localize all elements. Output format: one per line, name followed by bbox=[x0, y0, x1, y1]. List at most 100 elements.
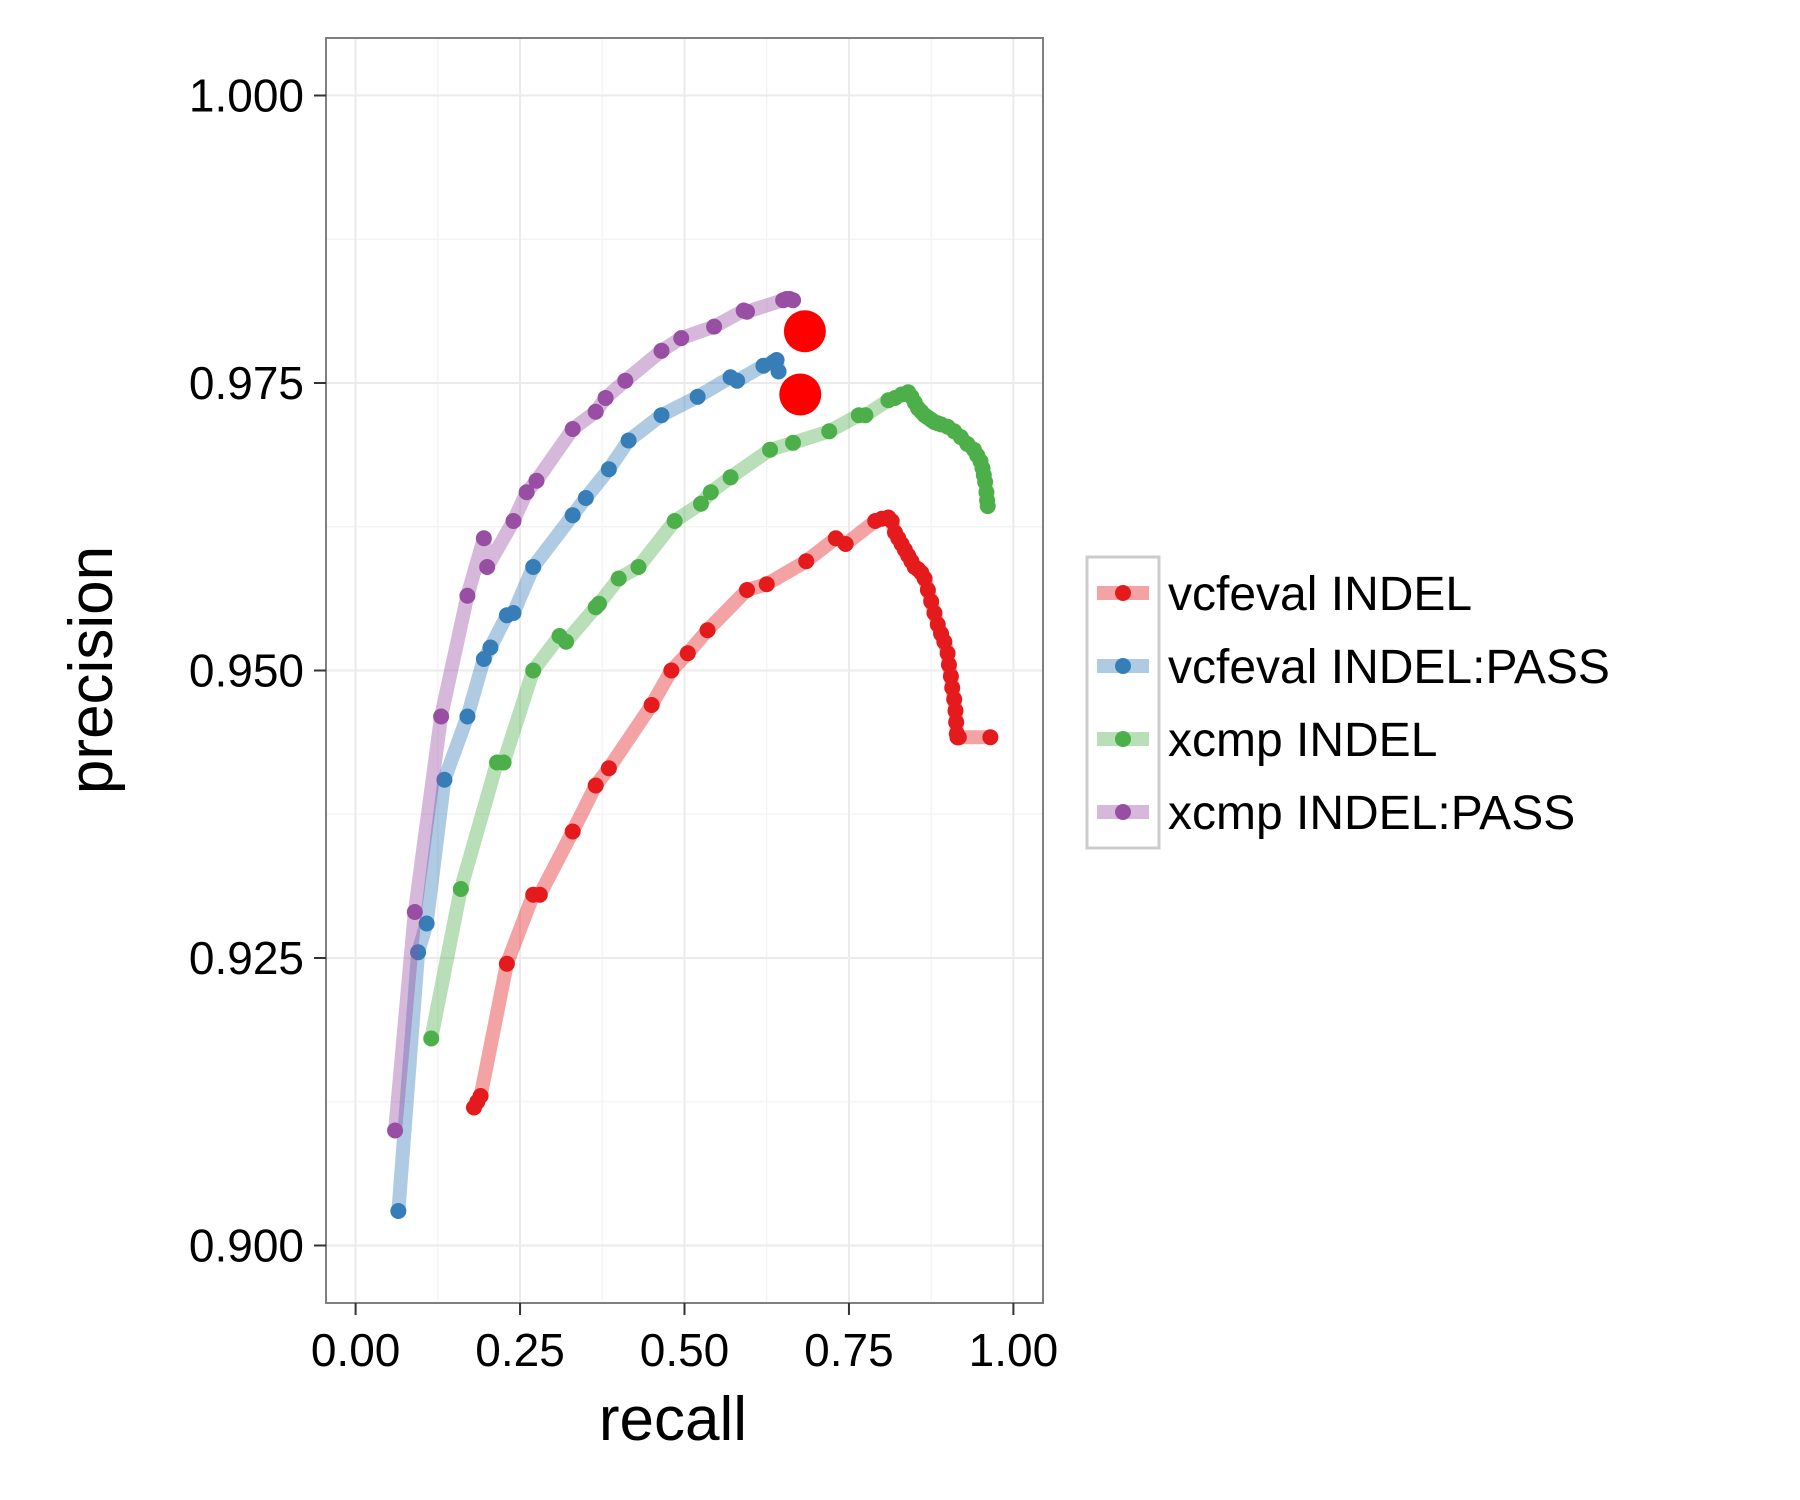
series-point bbox=[495, 754, 512, 771]
series-point bbox=[979, 498, 996, 515]
legend-item-xcmp-indel: xcmp INDEL bbox=[1097, 714, 1437, 767]
highlight-point bbox=[783, 310, 826, 353]
series-point bbox=[643, 697, 660, 713]
series-point bbox=[948, 714, 965, 731]
series-point bbox=[630, 559, 647, 575]
series-point bbox=[821, 423, 838, 440]
series-point bbox=[452, 881, 469, 897]
series-point bbox=[689, 388, 706, 405]
series-point bbox=[738, 582, 755, 598]
series-point bbox=[600, 760, 617, 777]
series-point bbox=[762, 441, 779, 458]
legend-label-xcmp-indel-pass: xcmp INDEL:PASS bbox=[1168, 787, 1575, 840]
legend-label-vcfeval-indel-pass: vcfeval INDEL:PASS bbox=[1168, 641, 1610, 694]
series-point bbox=[459, 708, 476, 725]
series-point bbox=[600, 461, 617, 478]
legend-item-vcfeval-indel-pass: vcfeval INDEL:PASS bbox=[1097, 641, 1610, 694]
x-axis-title: recall bbox=[599, 1385, 747, 1454]
series-point bbox=[722, 469, 739, 486]
series-point bbox=[505, 513, 522, 529]
series-point bbox=[702, 484, 719, 501]
series-point bbox=[564, 823, 581, 840]
legend-key-dot bbox=[1115, 804, 1131, 820]
series-point bbox=[577, 490, 594, 506]
axes: 0.00 0.25 0.50 0.75 1.00 0.900 0.925 0.950 0.975… bbox=[189, 70, 1058, 1377]
series-2 bbox=[423, 384, 996, 1047]
series-point bbox=[679, 645, 696, 662]
legend-label-vcfeval-indel: vcfeval INDEL bbox=[1168, 568, 1472, 621]
series-point bbox=[525, 662, 542, 679]
grid-lines bbox=[326, 38, 1043, 1303]
series-point bbox=[729, 372, 746, 389]
series-point bbox=[770, 363, 787, 380]
series-point bbox=[653, 407, 670, 424]
series-point bbox=[433, 708, 450, 725]
series-point bbox=[418, 915, 435, 932]
series-point bbox=[459, 587, 476, 604]
x-tick-label: 0.00 bbox=[311, 1324, 401, 1376]
legend-key-dot bbox=[1115, 585, 1131, 601]
series-point bbox=[699, 622, 716, 639]
series-point bbox=[617, 372, 634, 389]
series-point bbox=[387, 1122, 404, 1139]
series-point bbox=[758, 576, 775, 593]
highlight-points bbox=[779, 310, 826, 416]
series-point bbox=[528, 472, 545, 489]
x-tick-label: 0.75 bbox=[804, 1324, 894, 1376]
series-line bbox=[388, 292, 800, 1138]
legend-label-xcmp-indel: xcmp INDEL bbox=[1168, 714, 1437, 767]
series-point bbox=[406, 904, 423, 920]
series-0 bbox=[466, 509, 999, 1116]
series-point bbox=[475, 530, 492, 547]
series-point bbox=[666, 513, 683, 529]
y-tick-label: 0.975 bbox=[189, 357, 304, 409]
series-point bbox=[950, 729, 967, 746]
series-point bbox=[692, 495, 709, 512]
y-tick-label: 0.925 bbox=[189, 932, 304, 984]
series-point bbox=[564, 507, 581, 524]
y-tick-label: 1.000 bbox=[189, 70, 304, 122]
legend-key-dot bbox=[1115, 658, 1131, 674]
series-point bbox=[558, 633, 575, 650]
series-point bbox=[597, 389, 614, 406]
series-point bbox=[798, 553, 815, 570]
series-point bbox=[785, 434, 802, 451]
series-point bbox=[505, 605, 522, 621]
series-point bbox=[857, 407, 874, 424]
series-point bbox=[436, 771, 453, 788]
series-point bbox=[587, 777, 604, 794]
series-point bbox=[590, 595, 607, 612]
series-point bbox=[423, 1030, 440, 1047]
series-point bbox=[482, 639, 499, 656]
series-point bbox=[982, 729, 999, 746]
series-point bbox=[653, 342, 670, 359]
series-point bbox=[498, 955, 515, 972]
series-point bbox=[531, 886, 548, 903]
series-1 bbox=[390, 352, 787, 1219]
series-point bbox=[947, 702, 964, 719]
y-tick-label: 0.900 bbox=[189, 1220, 304, 1272]
series-point bbox=[673, 330, 690, 347]
series-point bbox=[479, 559, 496, 575]
x-tick-label: 0.25 bbox=[475, 1324, 565, 1376]
series-point bbox=[410, 944, 427, 961]
series-point bbox=[738, 303, 755, 320]
highlight-point bbox=[779, 373, 822, 416]
series-lines bbox=[387, 291, 999, 1219]
series-point bbox=[525, 559, 542, 575]
legend: vcfeval INDEL vcfeval INDEL:PASS xcmp IN… bbox=[1085, 555, 1610, 850]
legend-key-dot bbox=[1115, 731, 1131, 747]
x-tick-label: 0.50 bbox=[640, 1324, 730, 1376]
series-point bbox=[706, 318, 723, 335]
series-line bbox=[391, 353, 786, 1218]
series-point bbox=[837, 536, 854, 552]
legend-item-vcfeval-indel: vcfeval INDEL bbox=[1097, 568, 1472, 621]
series-point bbox=[564, 421, 581, 437]
x-tick-label: 1.00 bbox=[969, 1324, 1059, 1376]
series-point bbox=[518, 484, 535, 501]
y-tick-label: 0.950 bbox=[189, 645, 304, 697]
series-point bbox=[785, 292, 802, 309]
series-point bbox=[587, 403, 604, 420]
